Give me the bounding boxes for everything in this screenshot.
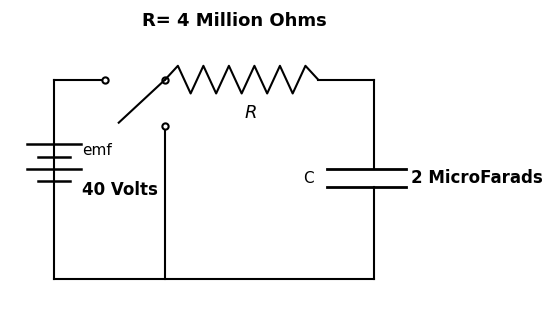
Text: C: C	[303, 171, 313, 186]
Text: 40 Volts: 40 Volts	[81, 181, 157, 199]
Text: R= 4 Million Ohms: R= 4 Million Ohms	[142, 12, 327, 30]
Text: R: R	[245, 105, 257, 122]
Text: emf: emf	[81, 143, 112, 158]
Text: 2 MicroFarads: 2 MicroFarads	[411, 169, 543, 187]
